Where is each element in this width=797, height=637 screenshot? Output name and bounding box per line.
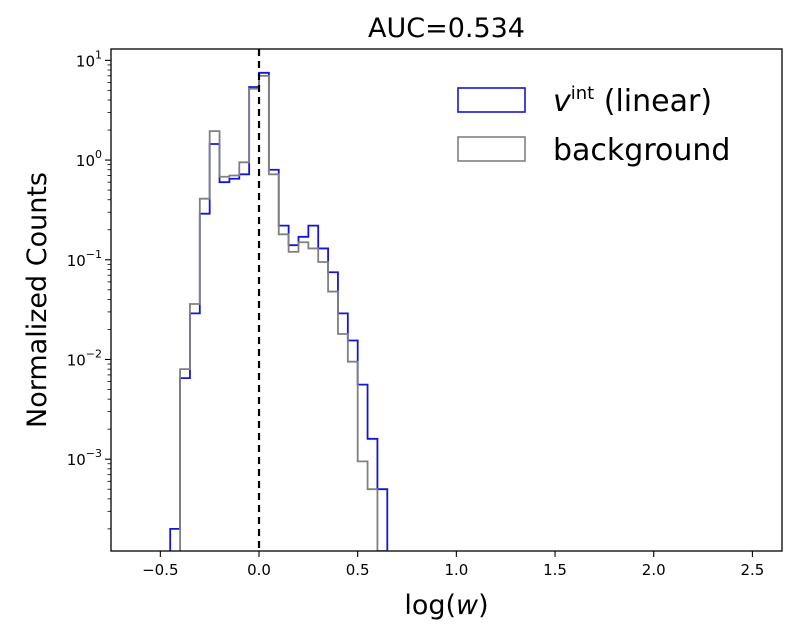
x-axis-title-suffix: ) xyxy=(478,590,489,621)
x-axis-title-prefix: log( xyxy=(404,590,456,621)
x-tick-label: −0.5 xyxy=(142,561,178,579)
x-tick-label: 2.0 xyxy=(642,561,666,579)
x-tick-label: 0.5 xyxy=(346,561,370,579)
x-tick-label: 1.0 xyxy=(444,561,468,579)
x-axis-title: log(w) xyxy=(404,590,488,621)
legend-label-vint: vint (linear) xyxy=(553,83,712,119)
x-tick-label: 1.5 xyxy=(543,561,567,579)
legend-swatch-background xyxy=(457,136,526,162)
legend: vint (linear) background xyxy=(457,83,730,168)
y-tick-label: 10−1 xyxy=(67,248,102,270)
plot-frame xyxy=(110,48,783,552)
legend-label-vint-base: v xyxy=(553,84,572,119)
y-axis: 101 100 10−1 10−2 10−3 xyxy=(67,48,111,530)
chart-title: AUC=0.534 xyxy=(368,13,525,44)
legend-label-background: background xyxy=(553,133,730,168)
legend-swatch-vint xyxy=(457,87,526,113)
x-axis-title-var: w xyxy=(456,590,479,621)
legend-label-background-rest: background xyxy=(553,133,730,168)
legend-label-vint-sup: int xyxy=(571,83,594,104)
x-tick-label: 2.5 xyxy=(740,561,764,579)
y-tick-label: 100 xyxy=(76,148,102,170)
histogram-series-background xyxy=(179,74,389,551)
y-tick-label: 10−2 xyxy=(67,347,102,369)
y-tick-label: 10−3 xyxy=(67,447,102,469)
x-axis: −0.5 0.0 0.5 1.0 1.5 2.0 2.5 xyxy=(142,551,764,579)
x-tick-label: 0.0 xyxy=(247,561,271,579)
plot-content xyxy=(169,71,389,551)
y-tick-label: 101 xyxy=(76,48,102,70)
legend-label-vint-rest: (linear) xyxy=(594,84,712,119)
y-axis-title: Normalized Counts xyxy=(22,172,53,428)
histogram-series-vint xyxy=(169,71,389,551)
